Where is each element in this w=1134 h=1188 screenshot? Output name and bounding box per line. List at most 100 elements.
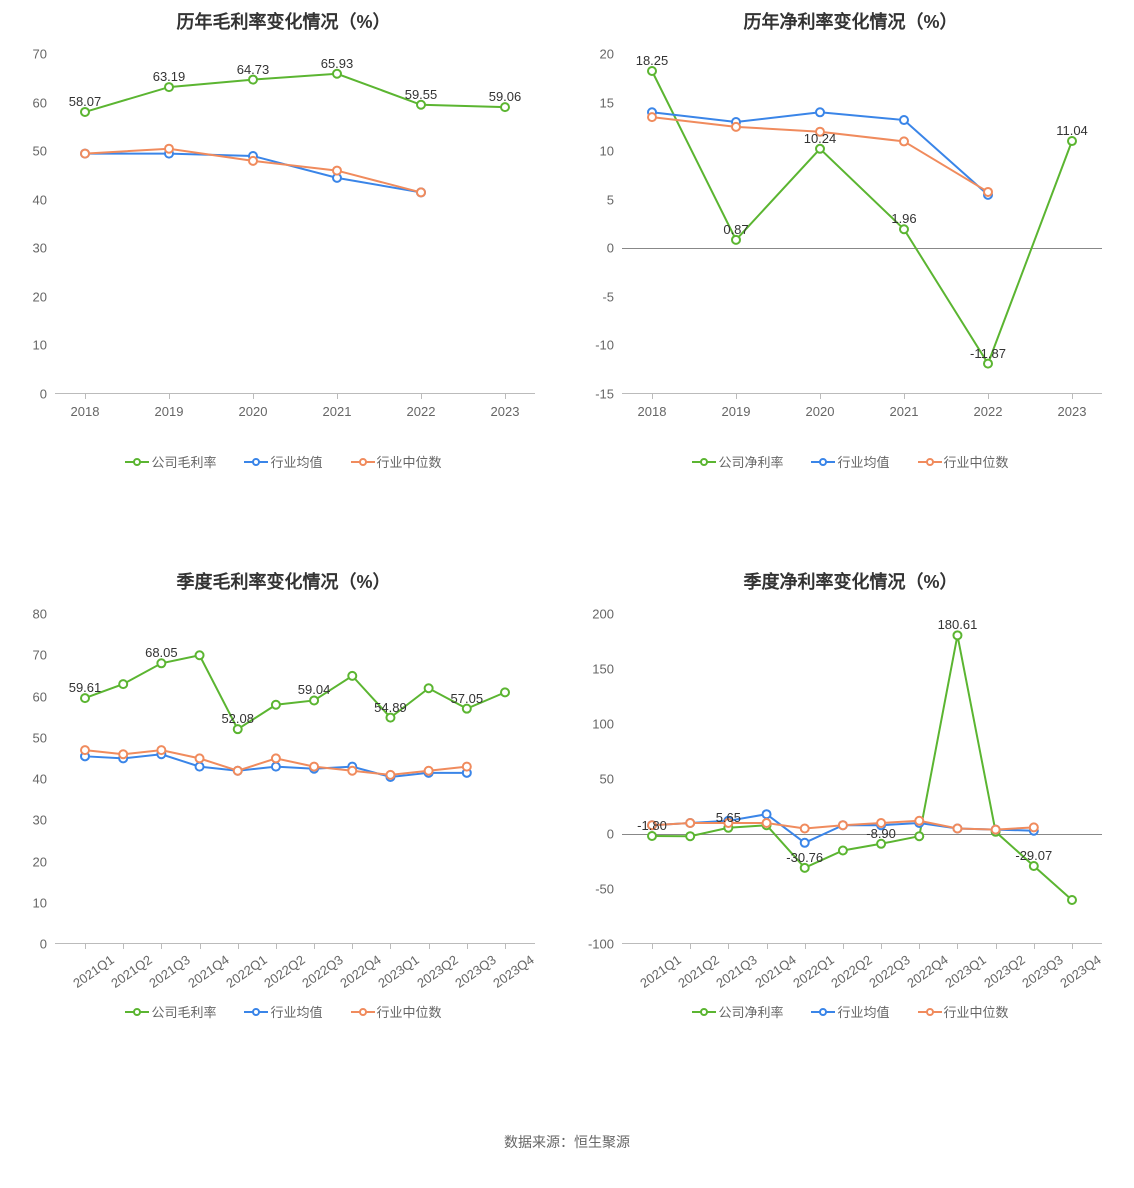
chart-svg	[622, 614, 1102, 944]
x-tick-label: 2021Q4	[185, 952, 232, 991]
series-point	[165, 145, 173, 153]
x-tick-label: 2022Q1	[223, 952, 270, 991]
series-point	[157, 746, 165, 754]
y-tick-label: -50	[574, 882, 614, 897]
series-point	[839, 821, 847, 829]
data-label: 57.05	[451, 691, 484, 706]
y-tick-label: 0	[7, 937, 47, 952]
legend: 公司毛利率 行业均值 行业中位数	[0, 1002, 567, 1021]
data-label: 63.19	[153, 69, 186, 84]
x-tick-label: 2019	[722, 404, 751, 419]
data-label: 59.04	[298, 682, 331, 697]
series-point	[984, 360, 992, 368]
legend-item[interactable]: 行业均值	[811, 1002, 889, 1021]
data-source-text: 数据来源：恒生聚源	[0, 1120, 1134, 1172]
legend-item[interactable]: 行业均值	[244, 1002, 322, 1021]
x-tick-label: 2023Q3	[1019, 952, 1066, 991]
x-tick-label: 2022Q2	[828, 952, 875, 991]
series-point	[686, 819, 694, 827]
y-tick-label: 200	[574, 607, 614, 622]
series-point	[763, 819, 771, 827]
legend-item[interactable]: 公司净利率	[692, 1002, 783, 1021]
series-point	[915, 817, 923, 825]
y-tick-label: 0	[7, 387, 47, 402]
series-point	[310, 763, 318, 771]
x-tick-label: 2021Q2	[675, 952, 722, 991]
data-label: 0.87	[723, 222, 748, 237]
data-label: 52.08	[221, 711, 254, 726]
legend-label: 行业中位数	[944, 452, 1009, 471]
series-point	[196, 763, 204, 771]
y-tick-label: 100	[574, 717, 614, 732]
legend-swatch-icon	[125, 457, 149, 467]
series-point	[801, 839, 809, 847]
chart-svg	[622, 54, 1102, 394]
legend-item[interactable]: 行业中位数	[918, 1002, 1009, 1021]
x-tick-label: 2020	[239, 404, 268, 419]
series-point	[992, 826, 1000, 834]
x-tick-label: 2023Q2	[414, 952, 461, 991]
series-point	[119, 680, 127, 688]
series-point	[417, 188, 425, 196]
y-tick-label: 20	[574, 47, 614, 62]
series-point	[1068, 896, 1076, 904]
series-point	[272, 763, 280, 771]
legend-label: 行业均值	[837, 1002, 889, 1021]
legend-label: 行业中位数	[944, 1002, 1009, 1021]
legend-label: 行业均值	[270, 1002, 322, 1021]
plot-area: -100-500501001502002021Q12021Q22021Q3202…	[622, 614, 1102, 944]
series-point	[984, 188, 992, 196]
legend-item[interactable]: 行业中位数	[918, 452, 1009, 471]
y-tick-label: -10	[574, 338, 614, 353]
chart-title: 季度毛利率变化情况（%）	[0, 560, 567, 594]
plot-area: 010203040506070802021Q12021Q22021Q32021Q…	[55, 614, 535, 944]
legend-item[interactable]: 行业均值	[244, 452, 322, 471]
legend-label: 公司毛利率	[151, 452, 216, 471]
series-point	[648, 113, 656, 121]
data-label: 58.07	[69, 94, 102, 109]
series-point	[196, 754, 204, 762]
series-point	[425, 767, 433, 775]
y-tick-label: 50	[574, 772, 614, 787]
x-tick-label: 2021Q4	[752, 952, 799, 991]
data-label: 59.61	[69, 680, 102, 695]
legend-swatch-icon	[351, 457, 375, 467]
y-tick-label: 40	[7, 772, 47, 787]
legend-swatch-icon	[244, 457, 268, 467]
series-line	[652, 635, 1072, 900]
series-point	[333, 167, 341, 175]
legend-swatch-icon	[811, 457, 835, 467]
y-tick-label: 70	[7, 648, 47, 663]
legend-item[interactable]: 行业中位数	[351, 1002, 442, 1021]
series-point	[763, 810, 771, 818]
legend-item[interactable]: 公司毛利率	[125, 452, 216, 471]
series-line	[652, 71, 1072, 364]
legend-item[interactable]: 公司净利率	[692, 452, 783, 471]
legend-item[interactable]: 公司毛利率	[125, 1002, 216, 1021]
series-point	[249, 157, 257, 165]
x-tick-label: 2021Q1	[637, 952, 684, 991]
series-point	[272, 701, 280, 709]
data-label: 65.93	[321, 56, 354, 71]
series-point	[1068, 137, 1076, 145]
y-tick-label: 10	[574, 144, 614, 159]
legend-item[interactable]: 行业中位数	[351, 452, 442, 471]
x-tick-label: 2022Q3	[299, 952, 346, 991]
legend-swatch-icon	[692, 1007, 716, 1017]
series-point	[463, 763, 471, 771]
x-tick-label: 2018	[71, 404, 100, 419]
series-point	[501, 103, 509, 111]
y-tick-label: -100	[574, 937, 614, 952]
legend-item[interactable]: 行业均值	[811, 452, 889, 471]
series-point	[348, 767, 356, 775]
series-point	[953, 825, 961, 833]
legend-label: 公司净利率	[718, 1002, 783, 1021]
legend-swatch-icon	[692, 457, 716, 467]
x-tick-label: 2022	[974, 404, 1003, 419]
series-point	[234, 725, 242, 733]
x-tick-label: 2022Q3	[866, 952, 913, 991]
y-tick-label: 10	[7, 895, 47, 910]
chart-panel-quarter-gross: 季度毛利率变化情况（%） 010203040506070802021Q12021Q…	[0, 560, 567, 1120]
chart-title: 历年毛利率变化情况（%）	[0, 0, 567, 34]
series-point	[234, 767, 242, 775]
